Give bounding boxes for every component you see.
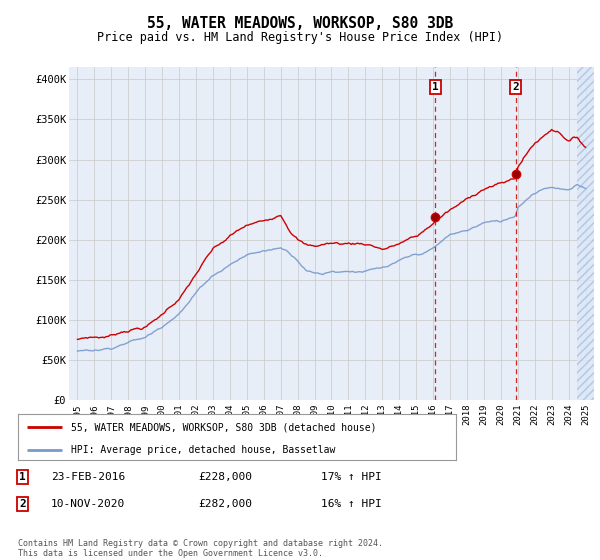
Text: £228,000: £228,000 <box>198 472 252 482</box>
Text: 1: 1 <box>432 82 439 92</box>
Text: 55, WATER MEADOWS, WORKSOP, S80 3DB: 55, WATER MEADOWS, WORKSOP, S80 3DB <box>147 16 453 31</box>
Text: Price paid vs. HM Land Registry's House Price Index (HPI): Price paid vs. HM Land Registry's House … <box>97 31 503 44</box>
Text: 16% ↑ HPI: 16% ↑ HPI <box>321 499 382 509</box>
Text: 1: 1 <box>19 472 26 482</box>
Text: 55, WATER MEADOWS, WORKSOP, S80 3DB (detached house): 55, WATER MEADOWS, WORKSOP, S80 3DB (det… <box>71 422 376 432</box>
Text: Contains HM Land Registry data © Crown copyright and database right 2024.
This d: Contains HM Land Registry data © Crown c… <box>18 539 383 558</box>
Text: 10-NOV-2020: 10-NOV-2020 <box>51 499 125 509</box>
Text: 17% ↑ HPI: 17% ↑ HPI <box>321 472 382 482</box>
Text: 2: 2 <box>512 82 519 92</box>
Text: 2: 2 <box>19 499 26 509</box>
Text: 23-FEB-2016: 23-FEB-2016 <box>51 472 125 482</box>
Bar <box>577 67 594 400</box>
Text: £282,000: £282,000 <box>198 499 252 509</box>
Text: HPI: Average price, detached house, Bassetlaw: HPI: Average price, detached house, Bass… <box>71 445 335 455</box>
